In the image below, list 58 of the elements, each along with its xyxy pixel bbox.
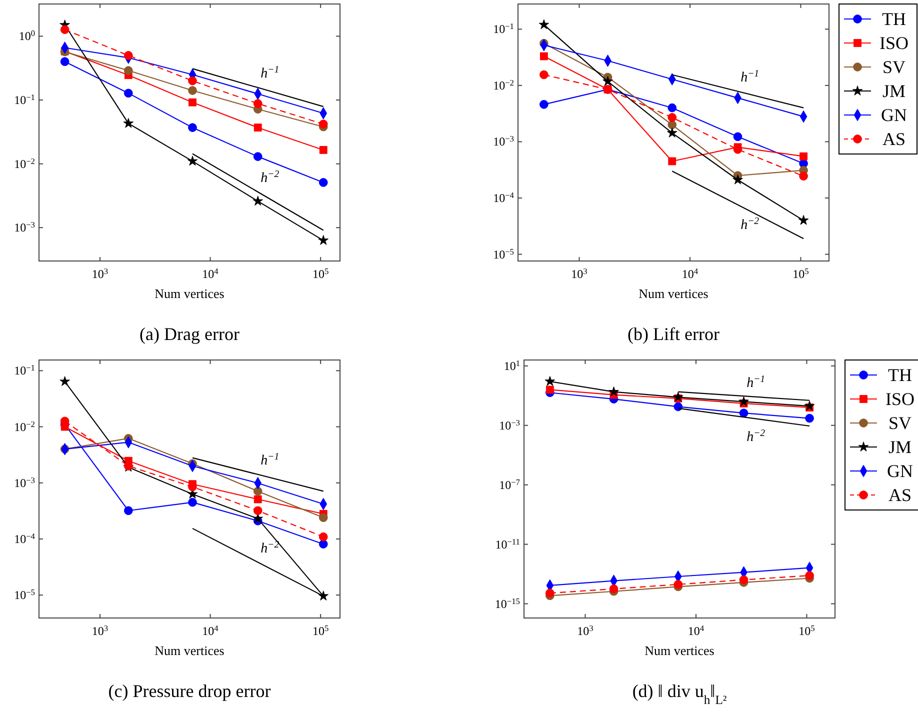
x-tick-label: 10$^{4}$ <box>688 624 705 638</box>
y-tick-label: 10$^{1}$ <box>504 358 520 373</box>
y-tick-label: 10$^{−3}$ <box>499 418 520 432</box>
y-tick-label: 10$^{−2}$ <box>493 78 514 92</box>
x-tick-label: 10$^{5}$ <box>312 266 329 281</box>
y-tick-label: 10$^{−1}$ <box>14 92 35 108</box>
y-tick-label: 10$^{−4}$ <box>14 531 36 546</box>
y-tick-label: 10$^{−5}$ <box>493 246 514 262</box>
annotation: h$^{−2}$ <box>740 215 760 233</box>
y-tick-label: 10$^{0}$ <box>18 28 35 44</box>
x-tick-label: 10$^{4}$ <box>202 266 220 281</box>
annotation: h$^{−1}$ <box>746 374 766 392</box>
y-tick-label: 10$^{−4}$ <box>493 190 515 206</box>
y-tick-label: 10$^{−11}$ <box>495 536 520 552</box>
x-tick-label: 10$^{5}$ <box>312 624 329 638</box>
x-tick-label: 10$^{3}$ <box>92 266 108 281</box>
x-tick-label: 10$^{4}$ <box>202 624 220 638</box>
x-tick-label: 10$^{3}$ <box>571 266 588 281</box>
x-axis-title: Num vertices <box>638 286 708 301</box>
y-tick-label: 10$^{−15}$ <box>494 596 520 611</box>
legend-label: GN <box>887 461 913 481</box>
legend-label: AS <box>888 485 912 505</box>
y-tick-label: 10$^{−3}$ <box>493 134 514 149</box>
text: (c) Pressure drop error <box>108 681 271 701</box>
legend-label: ISO <box>879 33 909 53</box>
text: (b) Lift error <box>628 324 720 344</box>
x-axis-title: Num vertices <box>644 643 714 658</box>
legend-label: GN <box>881 105 907 125</box>
legend-label: JM <box>888 437 912 457</box>
y-tick-label: 10$^{−5}$ <box>14 588 35 602</box>
y-tick-label: 10$^{−3}$ <box>14 220 35 235</box>
x-tick-label: 10$^{5}$ <box>792 266 809 281</box>
text: (a) Drag error <box>140 324 240 344</box>
annotation: h$^{−1}$ <box>260 451 280 468</box>
legend-label: TH <box>882 9 906 29</box>
y-tick-label: 10$^{−2}$ <box>14 156 35 171</box>
legend-label: ISO <box>885 389 915 409</box>
x-tick-label: 10$^{5}$ <box>798 624 815 638</box>
x-axis-title: Num vertices <box>154 286 224 301</box>
annotation: h$^{−2}$ <box>746 428 766 446</box>
y-tick-label: 10$^{−2}$ <box>14 419 35 434</box>
annotation: h$^{−1}$ <box>260 64 280 82</box>
legend-label: JM <box>882 81 906 101</box>
x-axis-title: Num vertices <box>154 643 224 658</box>
x-tick-label: 10$^{4}$ <box>682 266 699 281</box>
annotation: h$^{−1}$ <box>740 68 760 86</box>
y-tick-label: 10$^{−1}$ <box>493 22 514 36</box>
annotation: h$^{−2}$ <box>260 168 280 186</box>
x-tick-label: 10$^{3}$ <box>92 624 108 638</box>
x-tick-label: 10$^{3}$ <box>577 624 594 638</box>
y-tick-label: 10$^{−1}$ <box>14 363 35 378</box>
legend-label: SV <box>882 57 906 77</box>
text: (d) ‖ div u$_{h}$‖$_{L²}$ <box>632 681 727 707</box>
y-tick-label: 10$^{−7}$ <box>499 477 520 492</box>
legend-label: TH <box>888 365 912 385</box>
legend-label: SV <box>888 413 912 433</box>
y-tick-label: 10$^{−3}$ <box>14 475 35 490</box>
legend-label: AS <box>882 129 906 149</box>
